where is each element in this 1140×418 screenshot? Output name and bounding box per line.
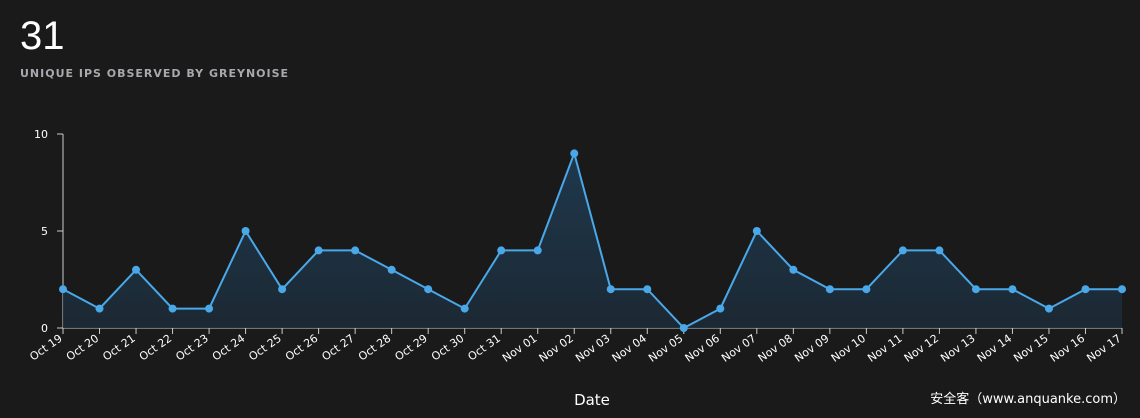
- x-tick-label: Nov 01: [500, 332, 539, 365]
- x-tick-label: Oct 25: [246, 332, 283, 364]
- y-tick-label: 0: [41, 322, 48, 335]
- x-tick-label: Oct 21: [100, 332, 137, 364]
- x-tick-label: Nov 13: [938, 332, 977, 365]
- x-tick-label: Nov 03: [573, 332, 612, 365]
- stat-label: UNIQUE IPS OBSERVED BY GREYNOISE: [20, 67, 290, 80]
- data-point[interactable]: [570, 149, 579, 158]
- data-point[interactable]: [1008, 285, 1017, 294]
- data-point[interactable]: [825, 285, 834, 294]
- data-point[interactable]: [752, 227, 761, 235]
- stat-value: 31: [20, 14, 65, 58]
- data-point[interactable]: [59, 285, 67, 294]
- data-point[interactable]: [1081, 285, 1090, 294]
- data-point[interactable]: [132, 265, 141, 274]
- data-point[interactable]: [424, 285, 433, 294]
- x-tick-label: Nov 09: [792, 332, 831, 365]
- x-tick-label: Nov 06: [683, 332, 722, 365]
- x-tick-label: Nov 02: [537, 332, 576, 365]
- data-point[interactable]: [606, 285, 615, 294]
- x-tick-label: Nov 16: [1048, 332, 1087, 365]
- x-tick-label: Oct 24: [210, 332, 247, 364]
- data-point[interactable]: [1044, 304, 1053, 313]
- y-tick-label: 10: [34, 128, 48, 141]
- x-tick-label: Oct 29: [393, 332, 430, 364]
- data-point[interactable]: [971, 285, 980, 294]
- data-point[interactable]: [241, 227, 250, 235]
- data-point[interactable]: [789, 265, 798, 274]
- plot-area: [59, 149, 1126, 332]
- data-point[interactable]: [1118, 285, 1126, 294]
- x-tick-label: Nov 14: [975, 332, 1014, 365]
- x-tick-label: Oct 31: [466, 332, 503, 364]
- x-tick-label: Oct 20: [64, 332, 101, 364]
- x-tick-label: Nov 04: [610, 332, 649, 365]
- x-tick-label: Nov 12: [902, 332, 941, 365]
- y-axis: 0 5 10: [34, 128, 64, 335]
- x-tick-label: Oct 27: [319, 332, 356, 364]
- x-tick-label: Nov 08: [756, 332, 795, 365]
- series-line: [62, 150, 1122, 330]
- x-tick-label: Oct 26: [283, 332, 320, 364]
- data-point[interactable]: [643, 285, 652, 294]
- x-tick-label: Nov 15: [1011, 332, 1050, 365]
- x-tick-label: Nov 11: [865, 332, 904, 365]
- x-tick-label: Oct 23: [173, 332, 210, 364]
- data-point[interactable]: [351, 246, 360, 255]
- x-tick-label: Oct 30: [429, 332, 466, 364]
- x-axis: Oct 19 Oct 20 Oct 21 Oct 22 Oct 23 Oct 24 Oct …: [27, 327, 1124, 365]
- data-point[interactable]: [862, 285, 871, 294]
- data-point[interactable]: [898, 246, 907, 255]
- data-point[interactable]: [95, 304, 104, 313]
- x-tick-label: Oct 22: [137, 332, 174, 364]
- data-point[interactable]: [314, 246, 323, 255]
- data-point[interactable]: [278, 285, 287, 294]
- data-point[interactable]: [205, 304, 214, 313]
- data-point[interactable]: [497, 246, 506, 255]
- series-area: [63, 153, 1122, 328]
- watermark-text: 安全客（www.anquanke.com）: [930, 392, 1126, 407]
- x-tick-label: Oct 28: [356, 332, 393, 364]
- data-point[interactable]: [679, 324, 688, 332]
- x-tick-label: Nov 05: [646, 332, 685, 365]
- x-tick-label: Nov 07: [719, 332, 758, 365]
- data-point[interactable]: [533, 246, 542, 255]
- x-tick-label: Oct 19: [27, 332, 64, 364]
- data-point[interactable]: [935, 246, 944, 255]
- data-point[interactable]: [716, 304, 725, 313]
- x-tick-label: Nov 17: [1084, 332, 1123, 365]
- y-tick-label: 5: [41, 225, 48, 238]
- data-point[interactable]: [460, 304, 469, 313]
- x-axis-title: Date: [574, 391, 610, 409]
- data-point[interactable]: [387, 265, 396, 274]
- x-tick-label: Nov 10: [829, 332, 868, 365]
- data-point[interactable]: [168, 304, 177, 313]
